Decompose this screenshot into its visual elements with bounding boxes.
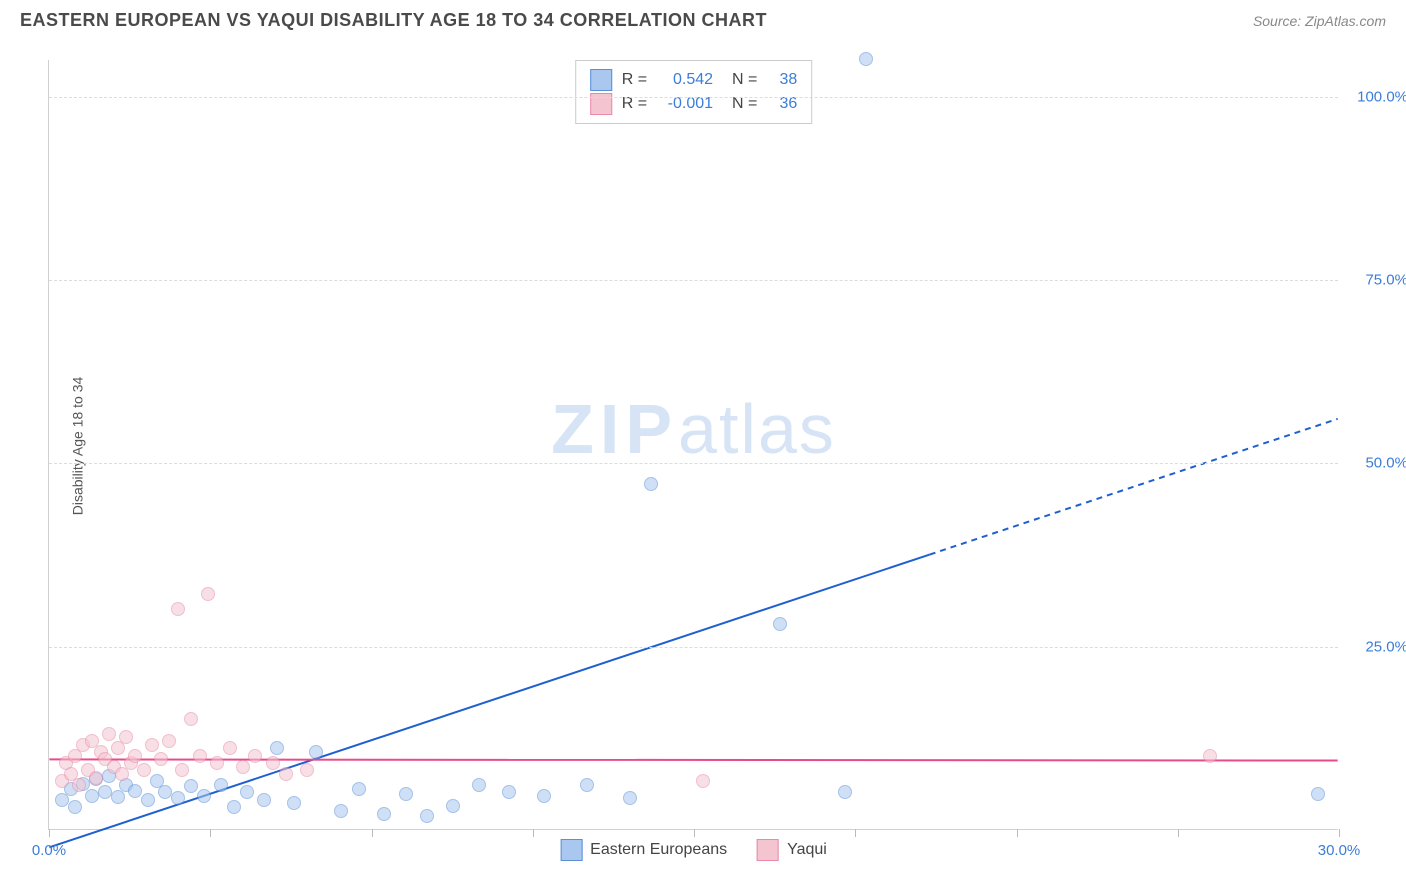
data-point bbox=[98, 785, 112, 799]
gridline bbox=[49, 97, 1338, 98]
header: EASTERN EUROPEAN VS YAQUI DISABILITY AGE… bbox=[0, 0, 1406, 31]
stat-r-label: R = bbox=[622, 95, 647, 113]
x-tick-label: 30.0% bbox=[1318, 842, 1361, 859]
gridline bbox=[49, 280, 1338, 281]
x-tick bbox=[1178, 829, 1179, 837]
gridline bbox=[49, 647, 1338, 648]
data-point bbox=[537, 789, 551, 803]
stat-n-value: 36 bbox=[767, 95, 797, 113]
data-point bbox=[89, 771, 103, 785]
x-tick bbox=[49, 829, 50, 837]
data-point bbox=[502, 785, 516, 799]
data-point bbox=[85, 789, 99, 803]
data-point bbox=[171, 791, 185, 805]
y-tick-label: 100.0% bbox=[1348, 88, 1406, 105]
data-point bbox=[838, 785, 852, 799]
chart-plot-area: ZIPatlas R =0.542 N =38R =-0.001 N =36 E… bbox=[48, 60, 1338, 830]
x-tick bbox=[694, 829, 695, 837]
data-point bbox=[773, 617, 787, 631]
data-point bbox=[623, 791, 637, 805]
legend-swatch bbox=[560, 839, 582, 861]
y-tick-label: 25.0% bbox=[1348, 638, 1406, 655]
data-point bbox=[141, 793, 155, 807]
data-point bbox=[644, 477, 658, 491]
data-point bbox=[184, 779, 198, 793]
legend-label: Yaqui bbox=[787, 841, 827, 859]
x-tick bbox=[372, 829, 373, 837]
data-point bbox=[128, 784, 142, 798]
data-point bbox=[236, 760, 250, 774]
data-point bbox=[472, 778, 486, 792]
correlation-stats-box: R = 0.542 N = 38 R = -0.001 N = 36 bbox=[575, 60, 813, 124]
chart-legend: Eastern Europeans Yaqui bbox=[560, 839, 827, 861]
y-tick-label: 50.0% bbox=[1348, 455, 1406, 472]
data-point bbox=[210, 756, 224, 770]
data-point bbox=[214, 778, 228, 792]
data-point bbox=[266, 756, 280, 770]
data-point bbox=[300, 763, 314, 777]
data-point bbox=[257, 793, 271, 807]
x-tick bbox=[1339, 829, 1340, 837]
data-point bbox=[175, 763, 189, 777]
data-point bbox=[287, 796, 301, 810]
data-point bbox=[279, 767, 293, 781]
data-point bbox=[137, 763, 151, 777]
data-point bbox=[446, 799, 460, 813]
data-point bbox=[352, 782, 366, 796]
data-point bbox=[201, 587, 215, 601]
legend-label: Eastern Europeans bbox=[590, 841, 727, 859]
x-tick-label: 0.0% bbox=[32, 842, 66, 859]
chart-source: Source: ZipAtlas.com bbox=[1253, 13, 1386, 29]
data-point bbox=[193, 749, 207, 763]
data-point bbox=[154, 752, 168, 766]
data-point bbox=[223, 741, 237, 755]
stat-swatch bbox=[590, 69, 612, 91]
x-tick bbox=[533, 829, 534, 837]
x-tick bbox=[855, 829, 856, 837]
data-point bbox=[334, 804, 348, 818]
legend-swatch bbox=[757, 839, 779, 861]
data-point bbox=[68, 800, 82, 814]
legend-item: Yaqui bbox=[757, 839, 827, 861]
legend-item: Eastern Europeans bbox=[560, 839, 727, 861]
data-point bbox=[420, 809, 434, 823]
stat-row: R = 0.542 N = 38 bbox=[590, 69, 798, 91]
data-point bbox=[1203, 749, 1217, 763]
data-point bbox=[227, 800, 241, 814]
data-point bbox=[119, 730, 133, 744]
data-point bbox=[145, 738, 159, 752]
data-point bbox=[399, 787, 413, 801]
trend-lines-layer bbox=[49, 60, 1338, 829]
x-tick bbox=[210, 829, 211, 837]
data-point bbox=[197, 789, 211, 803]
data-point bbox=[128, 749, 142, 763]
x-tick bbox=[1017, 829, 1018, 837]
stat-n-label: N = bbox=[723, 95, 757, 113]
stat-n-label: N = bbox=[723, 71, 757, 89]
chart-title: EASTERN EUROPEAN VS YAQUI DISABILITY AGE… bbox=[20, 10, 767, 31]
stat-r-value: -0.001 bbox=[657, 95, 713, 113]
data-point bbox=[580, 778, 594, 792]
data-point bbox=[158, 785, 172, 799]
data-point bbox=[1311, 787, 1325, 801]
data-point bbox=[111, 790, 125, 804]
y-tick-label: 75.0% bbox=[1348, 272, 1406, 289]
stat-n-value: 38 bbox=[767, 71, 797, 89]
data-point bbox=[696, 774, 710, 788]
stat-r-value: 0.542 bbox=[657, 71, 713, 89]
data-point bbox=[270, 741, 284, 755]
data-point bbox=[171, 602, 185, 616]
data-point bbox=[162, 734, 176, 748]
data-point bbox=[859, 52, 873, 66]
data-point bbox=[184, 712, 198, 726]
trend-line-dashed bbox=[930, 419, 1338, 555]
data-point bbox=[377, 807, 391, 821]
data-point bbox=[309, 745, 323, 759]
stat-r-label: R = bbox=[622, 71, 647, 89]
data-point bbox=[72, 778, 86, 792]
data-point bbox=[248, 749, 262, 763]
data-point bbox=[102, 727, 116, 741]
gridline bbox=[49, 463, 1338, 464]
data-point bbox=[240, 785, 254, 799]
